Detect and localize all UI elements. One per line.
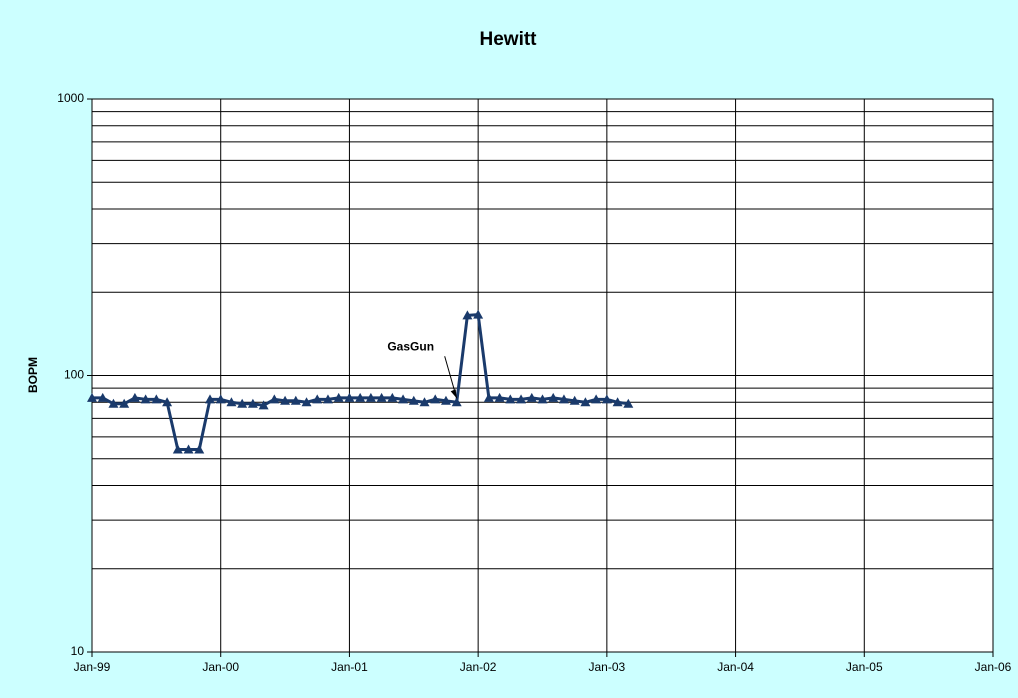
marker bbox=[162, 397, 173, 407]
marker bbox=[601, 394, 612, 404]
marker bbox=[237, 398, 248, 408]
marker bbox=[301, 397, 312, 407]
marker bbox=[204, 394, 215, 404]
y-tick-label: 10 bbox=[71, 644, 85, 658]
marker bbox=[483, 392, 494, 402]
chart-title: Hewitt bbox=[480, 29, 538, 50]
marker bbox=[623, 398, 634, 408]
marker bbox=[558, 394, 569, 404]
marker bbox=[569, 395, 580, 405]
x-tick-label: Jan-06 bbox=[975, 660, 1012, 674]
x-tick-label: Jan-02 bbox=[460, 660, 497, 674]
marker bbox=[129, 392, 140, 402]
x-tick-label: Jan-01 bbox=[331, 660, 368, 674]
x-tick-label: Jan-00 bbox=[202, 660, 239, 674]
marker bbox=[333, 392, 344, 402]
marker bbox=[440, 395, 451, 405]
marker bbox=[408, 395, 419, 405]
marker bbox=[537, 394, 548, 404]
marker bbox=[398, 394, 409, 404]
x-tick-label: Jan-04 bbox=[717, 660, 754, 674]
x-tick-label: Jan-03 bbox=[589, 660, 626, 674]
marker bbox=[151, 394, 162, 404]
marker bbox=[280, 395, 291, 405]
marker bbox=[258, 400, 269, 410]
marker bbox=[365, 392, 376, 402]
marker bbox=[419, 397, 430, 407]
marker bbox=[591, 394, 602, 404]
marker bbox=[505, 394, 516, 404]
marker bbox=[580, 397, 591, 407]
y-axis-label: BOPM bbox=[26, 357, 40, 393]
marker bbox=[247, 398, 258, 408]
marker bbox=[269, 394, 280, 404]
marker bbox=[473, 309, 484, 319]
marker bbox=[526, 392, 537, 402]
marker bbox=[226, 397, 237, 407]
y-tick-label: 1000 bbox=[57, 91, 84, 105]
marker bbox=[462, 310, 473, 320]
marker bbox=[312, 394, 323, 404]
marker bbox=[548, 392, 559, 402]
marker bbox=[516, 394, 527, 404]
marker bbox=[344, 392, 355, 402]
marker bbox=[612, 397, 623, 407]
annotation-arrowhead bbox=[450, 389, 457, 399]
x-tick-label: Jan-99 bbox=[74, 660, 111, 674]
marker bbox=[451, 397, 462, 407]
marker bbox=[108, 398, 119, 408]
annotation: GasGun bbox=[387, 339, 434, 353]
marker bbox=[194, 444, 205, 454]
marker bbox=[494, 392, 505, 402]
marker bbox=[376, 392, 387, 402]
marker bbox=[183, 444, 194, 454]
marker bbox=[322, 394, 333, 404]
marker bbox=[87, 392, 97, 402]
marker bbox=[215, 394, 226, 404]
marker bbox=[97, 392, 108, 402]
marker bbox=[387, 392, 398, 402]
y-tick-label: 100 bbox=[64, 368, 84, 382]
marker bbox=[172, 444, 183, 454]
marker bbox=[290, 395, 301, 405]
marker bbox=[119, 398, 130, 408]
marker bbox=[430, 394, 441, 404]
marker bbox=[140, 394, 151, 404]
marker bbox=[355, 392, 366, 402]
x-tick-label: Jan-05 bbox=[846, 660, 883, 674]
